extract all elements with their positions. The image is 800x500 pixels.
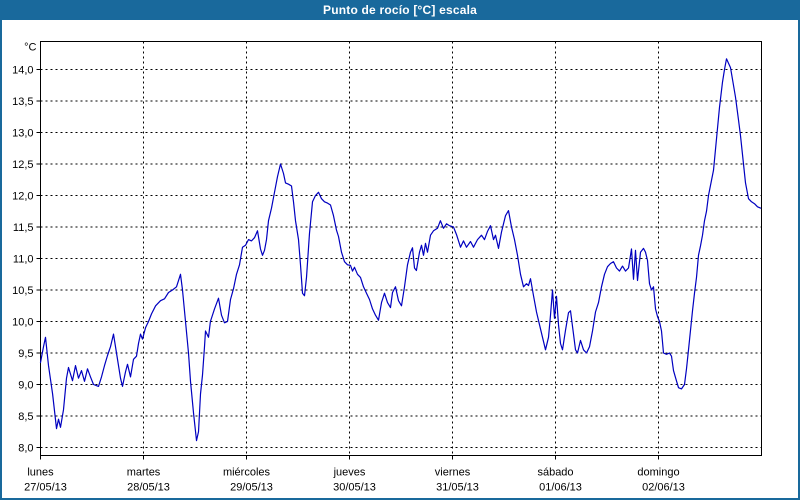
- x-day-label: lunes: [27, 467, 54, 479]
- y-tick-label: 12,5: [12, 159, 33, 171]
- y-tick-label: 11,0: [13, 254, 34, 266]
- y-tick-label: 13,5: [12, 96, 33, 108]
- x-day-label: miércoles: [223, 467, 271, 479]
- x-date-label: 28/05/13: [127, 482, 170, 494]
- x-date-label: 02/06/13: [642, 482, 685, 494]
- x-date-label: 30/05/13: [333, 482, 376, 494]
- y-tick-label: 12,0: [12, 191, 33, 203]
- x-date-label: 29/05/13: [230, 482, 273, 494]
- y-tick-label: 13,0: [12, 128, 33, 140]
- y-tick-label: 11,5: [13, 222, 34, 234]
- dew-point-line: [39, 58, 762, 442]
- y-tick-label: 9,0: [18, 380, 33, 392]
- plot-border: [40, 41, 762, 456]
- y-tick-label: 9,5: [18, 348, 33, 360]
- y-tick-label: 10,0: [12, 317, 33, 329]
- window-title-bar: Punto de rocío [°C] escala: [0, 0, 800, 20]
- y-tick-label: 8,0: [18, 443, 33, 455]
- y-axis-unit-label: °C: [24, 42, 36, 54]
- x-date-label: 27/05/13: [24, 482, 67, 494]
- y-tick-label: 8,5: [18, 411, 33, 423]
- x-day-label: sábado: [537, 467, 573, 479]
- x-day-label: jueves: [333, 467, 366, 479]
- x-date-label: 31/05/13: [436, 482, 479, 494]
- y-tick-label: 10,5: [12, 285, 33, 297]
- x-day-label: domingo: [637, 467, 679, 479]
- x-day-label: martes: [127, 467, 161, 479]
- x-day-label: viernes: [435, 467, 471, 479]
- x-date-label: 01/06/13: [539, 482, 582, 494]
- window-title: Punto de rocío [°C] escala: [322, 3, 478, 17]
- y-tick-label: 14,0: [12, 65, 33, 77]
